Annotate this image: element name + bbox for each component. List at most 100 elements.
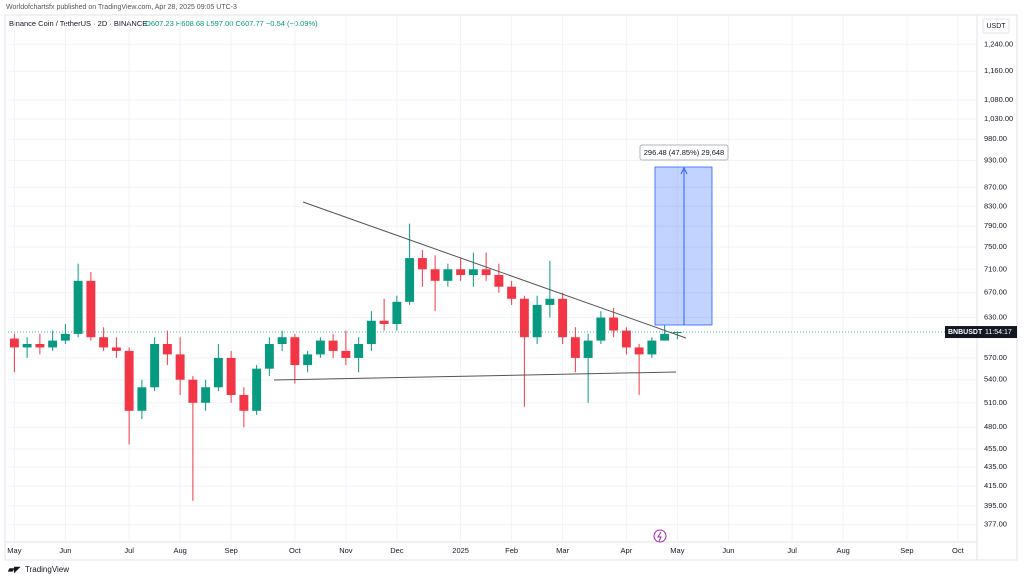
y-tick-label: 395.00 [984,501,1007,510]
candle-body [99,337,109,348]
x-tick-label: Sep [900,546,913,555]
candle-body [48,340,58,348]
candle-body [290,337,300,366]
currency[interactable]: USDT [986,23,1006,30]
candle-body [9,338,19,348]
y-tick-label: 750.00 [984,242,1007,251]
candle-body [264,344,274,369]
x-tick-label: Aug [836,546,849,555]
y-tick-label: 415.00 [984,481,1007,490]
x-tick-label: Sep [224,546,237,555]
candle-body [494,275,504,287]
candle-body [22,344,32,348]
countdown: 11:54:17 [985,329,1012,336]
candle-body [341,350,351,358]
candle-body [73,280,83,334]
candle-body [226,357,236,395]
measure-arrowhead [680,166,688,175]
y-tick-label: 790.00 [984,221,1007,230]
y-tick-label: 1,240.00 [984,39,1013,48]
y-tick-label: 570.00 [984,353,1007,362]
plot: 1,240.00 1,160.00 1,080.00 1,030.00 980.00 93… [7,15,1013,555]
candle-body [481,269,491,276]
candle-body [621,330,631,348]
candle-body [124,350,134,411]
candle-body [519,298,529,338]
y-tick-label: 630.00 [984,313,1007,322]
candle-body [162,344,172,355]
candle-body [379,320,389,324]
last-price: BNBUSDT 11:54:17 [8,326,1017,339]
y-tick-label: 540.00 [984,375,1007,384]
x-tick-label: 2025 [452,546,469,555]
x-tick-label: Feb [505,546,518,555]
candle-body [60,333,70,341]
measure-label: 296.48 (47.85%) 29,648 [644,148,724,157]
y-tick-label: 870.00 [984,182,1007,191]
candle-body [315,340,325,355]
x-tick-label: Jun [59,546,71,555]
x-tick-label: Jul [124,546,134,555]
event-bolt [657,531,662,542]
candle-body [303,354,313,366]
x-tick-label: May [7,546,21,555]
y-tick-label: 435.00 [984,462,1007,471]
y-tick-label: 377.00 [984,520,1007,529]
candle-body [570,337,580,358]
event-icon[interactable] [653,529,667,543]
candle-body [660,333,670,341]
candle-body [150,344,160,388]
candle-body [277,337,287,345]
candle-body [405,258,415,302]
candle-body [175,354,185,380]
x-tick-label: Oct [952,546,965,555]
y-tick-label: 670.00 [984,288,1007,297]
candle-body [188,379,198,403]
candle-body [252,368,262,411]
candle-body [201,387,211,403]
price-label-box [945,326,1017,339]
x-tick-label: Apr [621,546,633,555]
candle-body [35,344,45,348]
y-tick-label: 510.00 [984,398,1007,407]
y-tick-label: 710.00 [984,264,1007,273]
measure-label-box [639,144,729,161]
y-tick-label: 1,030.00 [984,114,1013,123]
y-tick-label: 1,160.00 [984,66,1013,75]
y-tick-label: 830.00 [984,201,1007,210]
x-tick-label: Jun [722,546,734,555]
publisher: Worldofchartsfx published on TradingView… [6,4,237,11]
candle-body [392,301,402,324]
candle-body [417,258,427,270]
currency-box[interactable] [982,18,1010,34]
candle-body [468,269,478,276]
price-label: BNBUSDT [948,329,983,336]
support-line [273,371,677,381]
footer: TradingView [25,565,69,574]
candle-body [430,269,440,281]
candle-body [672,332,682,334]
candle-body [137,387,147,411]
candle-body [328,340,338,351]
x-tick-label: Nov [339,546,353,555]
y-tick-label: 930.00 [984,155,1007,164]
candle-body [634,347,644,355]
x-tick-label: Jul [787,546,797,555]
candle-body [583,340,593,358]
x-tick-label: Aug [173,546,186,555]
candle-body [558,298,568,338]
candle-body [596,317,606,341]
candle-body [609,317,619,331]
candle-body [647,340,657,355]
candle-body [86,280,96,338]
x-tick-label: May [670,546,684,555]
x-tick-label: Oct [289,546,302,555]
candle-body [443,269,453,281]
candle-body [111,347,121,351]
candle-body [239,394,249,411]
y-tick-label: 480.00 [984,422,1007,431]
x-tick-label: Mar [556,546,569,555]
candle-body [354,344,364,358]
